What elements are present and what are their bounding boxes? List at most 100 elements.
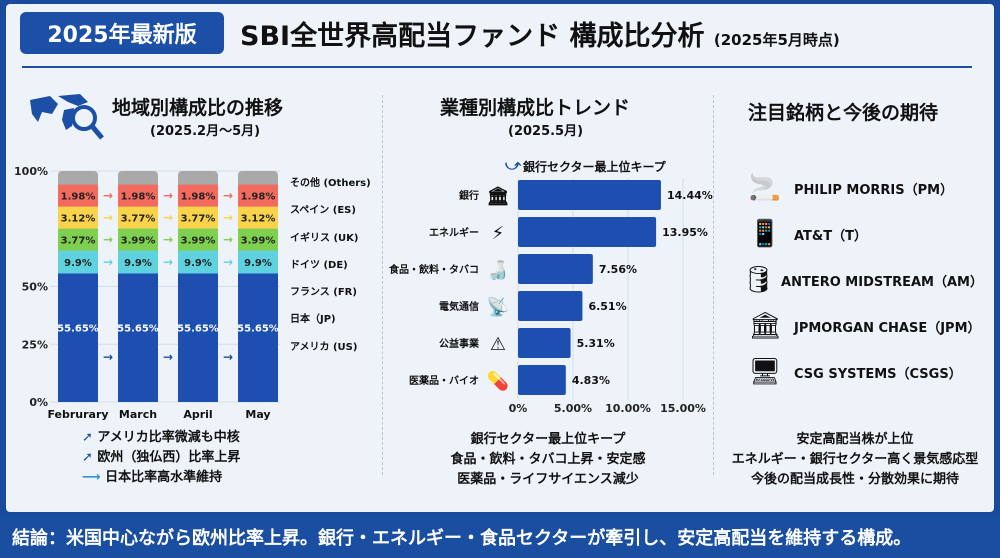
sector-value-label: 4.83% <box>572 374 610 387</box>
bar-segment-es <box>58 184 98 207</box>
column-divider <box>713 95 714 475</box>
data-label-uk: 3.77% <box>121 214 156 225</box>
x-tick-label: 10.00% <box>605 402 651 415</box>
oil-pump-icon: 🛢 <box>742 265 776 295</box>
lightning-icon: ⚡ <box>492 223 505 244</box>
trend-arrow-icon: → <box>163 255 173 269</box>
legend-entry: 日本（JP) <box>290 312 336 325</box>
trend-arrow-icon: → <box>163 350 173 364</box>
arrow-up-right-icon: ➚ <box>82 450 98 465</box>
trend-arrow-icon: → <box>103 233 113 247</box>
bar-segment-de <box>118 228 158 251</box>
data-label-fr: 9.9% <box>64 258 92 269</box>
legend-entry: イギリス (UK) <box>290 231 359 244</box>
sector-value-label: 13.95% <box>662 226 708 239</box>
sector-note: 食品・飲料・タバコ上昇・安定感 <box>450 452 646 467</box>
stock-name: PHILIP MORRIS（PM） <box>794 182 954 198</box>
column-divider <box>382 95 383 475</box>
trend-arrow-icon: → <box>163 211 173 225</box>
edition-badge: 2025年最新版 <box>20 12 224 54</box>
x-tick-label: April <box>183 408 212 421</box>
callout-label: 銀行セクター最上位キープ <box>522 159 667 174</box>
trend-arrow-icon: → <box>223 255 233 269</box>
bar-segment-us <box>58 273 98 402</box>
x-tick-label: 5.00% <box>554 402 592 415</box>
bar-segment-es <box>238 184 278 207</box>
data-label-de: 3.99% <box>181 236 216 247</box>
sector-title: 業種別構成比トレンド <box>440 97 631 119</box>
bar-segment-fr <box>178 250 218 274</box>
bar-segment-uk <box>58 206 98 229</box>
bar-segment-de <box>238 228 278 251</box>
trend-arrow-icon: → <box>223 211 233 225</box>
pills-icon: 💊 <box>487 370 509 392</box>
data-label-us: 55.65% <box>237 323 279 334</box>
sector-bar-chart: ⤻ 銀行セクター最上位キープ 0% 5.00% 10.00% 15.00% 14.44% 銀行… <box>388 156 713 415</box>
x-tick-label: 0% <box>509 402 528 415</box>
bar-segment-us <box>178 273 218 402</box>
region-note: ⟶ 日本比率高水準維持 <box>82 468 240 488</box>
bar-segment-uk <box>118 206 158 229</box>
stock-list: 🚬 PHILIP MORRIS（PM） 📱 AT&T（T） 🛢 ANTERO MIDSTR… <box>742 165 983 395</box>
sector-value-label: 7.56% <box>599 263 637 276</box>
stock-item: 📱 AT&T（T） <box>742 211 982 257</box>
x-tick-label: May <box>245 408 270 421</box>
sector-label: エネルギー <box>429 226 479 239</box>
trend-arrow-icon: → <box>103 350 113 364</box>
page-title: SBI全世界高配当ファンド 構成比分析 (2025年5月時点) <box>240 14 840 53</box>
world-map-magnifier-icon <box>30 94 104 140</box>
header-divider <box>22 66 972 68</box>
bank-icon: 🏛 <box>748 311 782 341</box>
region-note: ➚ アメリカ比率微減も中核 <box>82 428 240 448</box>
data-label-de: 3.77% <box>61 236 96 247</box>
antenna-tower-icon: 📡 <box>487 295 509 318</box>
sector-bar <box>518 217 657 247</box>
trend-arrow-icon: → <box>163 189 173 203</box>
data-label-es: 1.98% <box>181 192 216 203</box>
as-of-date: (2025年5月時点) <box>713 31 840 49</box>
bar-segment-us <box>238 273 278 402</box>
bar-segment-es <box>118 184 158 207</box>
stock-name: ANTERO MIDSTREAM（AM） <box>781 274 983 290</box>
region-stacked-chart: 0% 25% 50% 100% 55.65% → 9.9% → 3.77% → 3.12% → 1.98… <box>14 165 371 421</box>
stock-item: 🛢 ANTERO MIDSTREAM（AM） <box>742 257 983 303</box>
data-label-fr: 9.9% <box>244 258 272 269</box>
region-title: 地域別構成比の推移 <box>112 97 284 119</box>
x-tick-label: Februrary <box>47 408 108 421</box>
bar-segment-de <box>178 228 218 251</box>
region-notes: ➚ アメリカ比率微減も中核 ➚ 欧州（独仏西）比率上昇 ⟶ 日本比率高水準維持 <box>82 428 240 488</box>
sector-bar <box>518 328 571 358</box>
bar-segment-uk <box>178 206 218 229</box>
x-tick-label: March <box>119 408 157 421</box>
data-label-uk: 3.12% <box>241 214 276 225</box>
sector-label: 医薬品・バイオ <box>409 374 479 387</box>
sector-value-label: 14.44% <box>667 189 713 202</box>
y-tick-label: 100% <box>14 165 48 178</box>
bar-segment-uk <box>238 206 278 229</box>
data-label-fr: 9.9% <box>184 258 212 269</box>
data-label-es: 1.98% <box>61 192 96 203</box>
sector-subtitle: (2025.5月) <box>508 124 584 139</box>
legend-entry: ドイツ (DE) <box>290 259 348 271</box>
cigarette-icon: 🚬 <box>748 173 782 203</box>
smartphone-icon: 📱 <box>748 219 782 249</box>
computer-gear-icon: 🖥 <box>748 357 782 387</box>
stock-name: CSG SYSTEMS（CSGS） <box>794 366 962 382</box>
stock-item: 🖥 CSG SYSTEMS（CSGS） <box>742 349 982 395</box>
region-note: ➚ 欧州（独仏西）比率上昇 <box>82 448 240 468</box>
data-label-es: 1.98% <box>241 192 276 203</box>
bar-segment-de <box>58 228 98 251</box>
bar-segment-fr <box>118 250 158 274</box>
legend-entry: フランス (FR) <box>290 286 357 298</box>
legend-entry: その他 (Others) <box>290 176 371 189</box>
sector-label: 食品・飲料・タバコ <box>388 263 479 276</box>
stock-name: JPMORGAN CHASE（JPM） <box>794 320 981 336</box>
sector-note: 医薬品・ライフサイエンス減少 <box>457 472 639 487</box>
sector-value-label: 6.51% <box>588 300 626 313</box>
data-label-us: 55.65% <box>117 323 159 334</box>
data-label-es: 1.98% <box>121 192 156 203</box>
sector-bar <box>518 291 583 321</box>
legend-entry: アメリカ (US) <box>290 341 357 353</box>
data-label-uk: 3.77% <box>181 214 216 225</box>
stock-notes: 安定高配当株が上位 エネルギー・銀行セクター高く景気感応型 今後の配当成長性・分… <box>715 430 995 490</box>
